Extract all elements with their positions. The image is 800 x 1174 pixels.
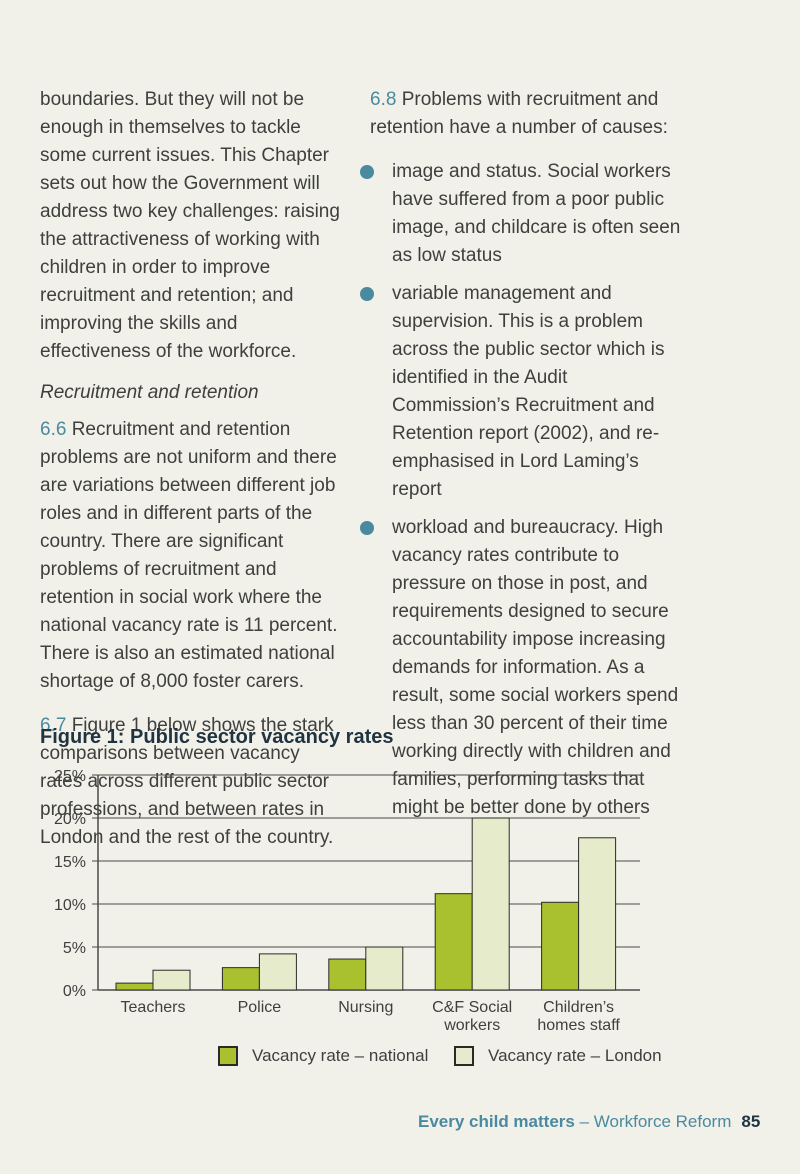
paragraph-text: Recruitment and retention problems are n… — [40, 419, 338, 692]
bar-national — [541, 901, 580, 991]
paragraph-6-6: 6.6 Recruitment and retention problems a… — [40, 416, 340, 696]
y-tick-label: 25% — [54, 768, 86, 785]
list-item-text: workload and bureaucracy. High vacancy r… — [392, 517, 679, 818]
bar-national — [221, 967, 260, 991]
x-tick-label: Teachers — [121, 999, 186, 1016]
bar-london — [365, 946, 404, 991]
paragraph-6-8: 6.8 Problems with recruitment and retent… — [370, 86, 690, 142]
y-tick-label: 0% — [63, 983, 86, 1000]
bullet-icon — [360, 287, 374, 301]
x-tick-label: workers — [443, 1017, 500, 1034]
legend-item-national: Vacancy rate – national — [218, 1046, 428, 1066]
bar-london — [578, 837, 617, 991]
paragraph-6-7: 6.7 Figure 1 below shows the stark compa… — [40, 712, 340, 852]
paragraph-number: 6.8 — [370, 89, 397, 110]
intro-paragraph: boundaries. But they will not be enough … — [40, 89, 340, 362]
x-tick-label: Children’s — [543, 999, 614, 1016]
page-number: 85 — [741, 1112, 761, 1131]
x-tick-label: C&F Social — [432, 999, 512, 1016]
figure-title: Figure 1: Public sector vacancy rates — [40, 726, 394, 748]
legend-item-london: Vacancy rate – London — [454, 1046, 662, 1066]
list-item-text: variable management and supervision. Thi… — [392, 283, 665, 500]
x-tick-label: Police — [238, 999, 282, 1016]
section-subheading: Recruitment and retention — [40, 382, 259, 403]
x-tick-label: homes staff — [537, 1017, 620, 1034]
bar-london — [152, 969, 191, 991]
paragraph-number: 6.6 — [40, 419, 67, 440]
paragraph-number: 6.7 — [40, 715, 67, 736]
list-item: image and status. Social workers have su… — [360, 158, 690, 270]
y-tick-label: 20% — [54, 811, 86, 828]
paragraph-text: Figure 1 below shows the stark compariso… — [40, 715, 334, 848]
legend-swatch-london — [454, 1046, 474, 1066]
footer-subtitle: – Workforce Reform — [574, 1112, 732, 1131]
bullet-icon — [360, 521, 374, 535]
page-footer: Every child matters – Workforce Reform 85 — [418, 1112, 760, 1132]
bullet-icon — [360, 165, 374, 179]
list-item: variable management and supervision. Thi… — [360, 280, 690, 504]
legend-swatch-national — [218, 1046, 238, 1066]
vacancy-rate-chart: 0% 5% 10% 15% 20% 25% Teachers Police Nursing C&F… — [54, 768, 640, 1034]
bar-london — [471, 817, 510, 991]
bar-national — [115, 982, 154, 991]
y-tick-label: 15% — [54, 854, 86, 871]
paragraph-text: Problems with recruitment and retention … — [370, 89, 668, 138]
left-column: boundaries. But they will not be enough … — [40, 86, 340, 868]
x-tick-label: Nursing — [338, 999, 393, 1016]
bar-national — [328, 958, 367, 991]
list-item-text: image and status. Social workers have su… — [392, 161, 681, 266]
right-column: 6.8 Problems with recruitment and retent… — [360, 86, 690, 832]
bar-national — [434, 893, 473, 991]
causes-list: image and status. Social workers have su… — [360, 158, 690, 822]
legend-label-national: Vacancy rate – national — [252, 1046, 429, 1065]
legend-label-london: Vacancy rate – London — [488, 1046, 662, 1065]
bar-london — [258, 953, 297, 991]
footer-title: Every child matters — [418, 1112, 575, 1131]
y-tick-label: 5% — [63, 940, 86, 957]
y-tick-label: 10% — [54, 897, 86, 914]
list-item: workload and bureaucracy. High vacancy r… — [360, 514, 690, 822]
